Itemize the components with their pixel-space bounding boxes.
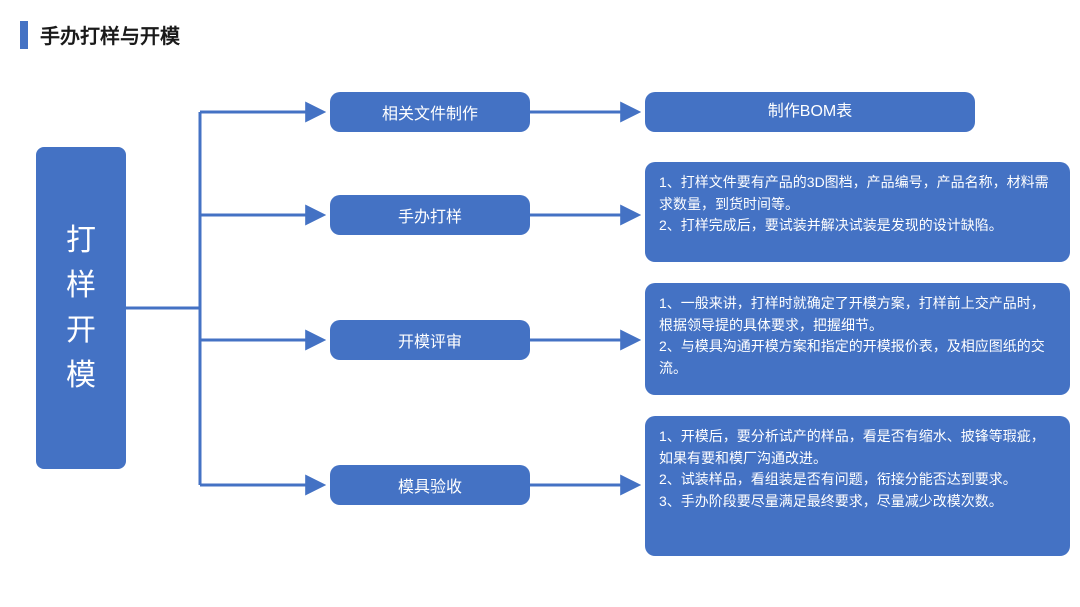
root-char: 样 <box>66 263 96 308</box>
branch-mid-0: 相关文件制作 <box>330 92 530 132</box>
page-title: 手办打样与开模 <box>40 20 180 49</box>
branch-detail-3: 1、开模后，要分析试产的样品，看是否有缩水、披锋等瑕疵，如果有要和模厂沟通改进。… <box>645 416 1070 556</box>
branch-mid-2: 开模评审 <box>330 320 530 360</box>
detail-line: 1、一般来讲，打样时就确定了开模方案，打样前上交产品时，根据领导提的具体要求，把… <box>659 293 1056 336</box>
title-bar: 手办打样与开模 <box>20 20 180 49</box>
detail-line: 2、试装样品，看组装是否有问题，衔接分能否达到要求。 <box>659 469 1056 491</box>
title-marker <box>20 21 28 49</box>
branch-detail-2: 1、一般来讲，打样时就确定了开模方案，打样前上交产品时，根据领导提的具体要求，把… <box>645 283 1070 395</box>
branch-detail-0: 制作BOM表 <box>645 92 975 132</box>
detail-line: 3、手办阶段要尽量满足最终要求，尽量减少改模次数。 <box>659 491 1056 513</box>
root-char: 打 <box>66 218 96 263</box>
root-node: 打 样 开 模 <box>36 147 126 469</box>
root-char: 模 <box>66 353 96 398</box>
detail-line: 2、打样完成后，要试装并解决试装是发现的设计缺陷。 <box>659 215 1056 237</box>
root-label: 打 样 开 模 <box>66 218 96 398</box>
detail-line: 1、开模后，要分析试产的样品，看是否有缩水、披锋等瑕疵，如果有要和模厂沟通改进。 <box>659 426 1056 469</box>
branch-mid-3: 模具验收 <box>330 465 530 505</box>
branch-mid-1: 手办打样 <box>330 195 530 235</box>
detail-line: 1、打样文件要有产品的3D图档，产品编号，产品名称，材料需求数量，到货时间等。 <box>659 172 1056 215</box>
root-char: 开 <box>66 308 96 353</box>
detail-line: 2、与模具沟通开模方案和指定的开模报价表，及相应图纸的交流。 <box>659 336 1056 379</box>
branch-detail-1: 1、打样文件要有产品的3D图档，产品编号，产品名称，材料需求数量，到货时间等。 … <box>645 162 1070 262</box>
